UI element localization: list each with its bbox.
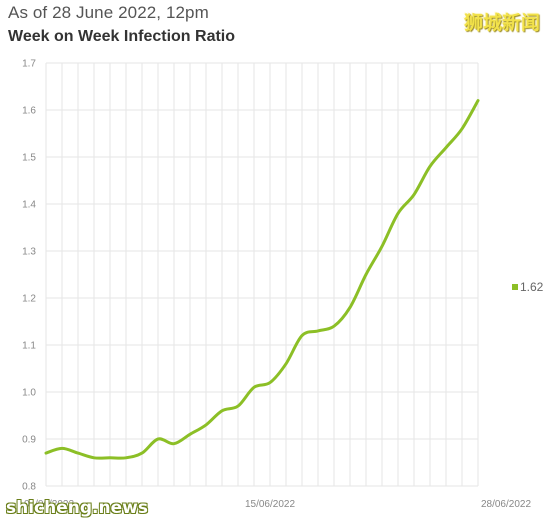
y-tick-label: 1.0	[22, 388, 36, 399]
y-tick-label: 1.3	[22, 247, 36, 258]
chart-subtitle: As of 28 June 2022, 12pm	[8, 3, 209, 22]
y-tick-label: 0.8	[22, 482, 36, 493]
y-tick-label: 1.4	[22, 200, 36, 211]
series-line	[44, 99, 480, 460]
x-tick-label: 28/06/2022	[481, 499, 531, 510]
watermark-logo-top: 狮城新闻	[463, 12, 540, 34]
x-tick-label: 15/06/2022	[245, 499, 295, 510]
y-tick-label: 1.5	[22, 153, 36, 164]
x-tick-label: 01/06/2022	[24, 499, 74, 510]
y-tick-label: 1.1	[22, 341, 36, 352]
y-tick-label: 1.2	[22, 294, 36, 305]
y-tick-label: 1.6	[22, 106, 36, 117]
watermark-logo-bottom: shicheng.news	[6, 498, 148, 518]
legend-marker	[512, 284, 518, 290]
y-tick-label: 1.7	[22, 59, 36, 70]
chart-title: Week on Week Infection Ratio	[8, 28, 236, 45]
last-value-label: 1.62	[520, 280, 544, 294]
y-tick-label: 0.9	[22, 435, 36, 446]
